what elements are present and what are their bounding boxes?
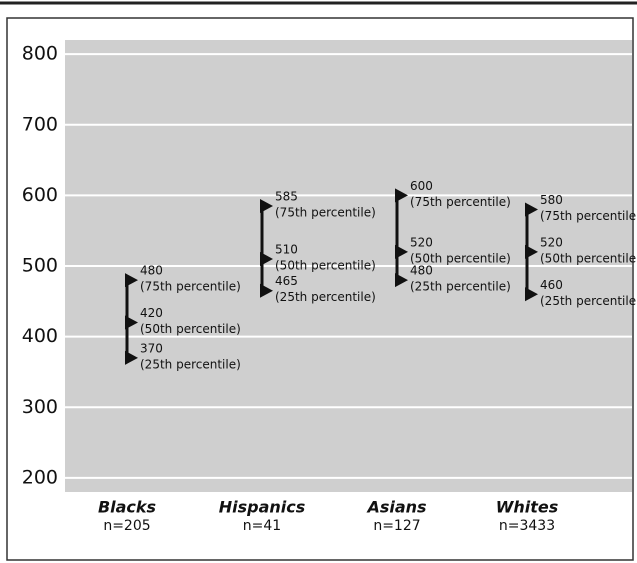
percentile-marker: [125, 315, 138, 330]
y-tick-label: 500: [22, 255, 58, 277]
value-label: 520: [540, 235, 563, 249]
percentile-marker: [395, 244, 408, 259]
percentile-label: (75th percentile): [140, 280, 241, 294]
frame: [6, 17, 634, 561]
y-tick-label: 400: [22, 325, 58, 347]
value-label: 580: [540, 193, 563, 207]
percentile-marker: [260, 283, 273, 298]
value-label: 460: [540, 278, 563, 292]
value-label: 480: [410, 264, 433, 278]
y-tick-label: 700: [22, 113, 58, 135]
category-label: Asians: [365, 498, 426, 517]
percentile-label: (50th percentile): [540, 251, 637, 265]
category-label: Blacks: [98, 498, 156, 517]
percentile-label: (75th percentile): [410, 195, 511, 209]
percentile-label: (25th percentile): [275, 290, 376, 304]
category-label: Hispanics: [219, 498, 306, 517]
percentile-label: (25th percentile): [140, 357, 241, 371]
percentile-label: (25th percentile): [540, 294, 637, 308]
category-note: n=3433: [499, 518, 555, 534]
value-label: 510: [275, 242, 298, 256]
percentile-label: (75th percentile): [540, 209, 637, 223]
y-tick-label: 200: [22, 466, 58, 488]
percentile-marker: [260, 198, 273, 213]
percentile-marker: [525, 202, 538, 217]
category-note: n=127: [373, 518, 420, 534]
percentile-marker: [125, 273, 138, 288]
percentile-label: (50th percentile): [410, 251, 511, 265]
category-note: n=205: [103, 518, 150, 534]
value-label: 480: [140, 264, 163, 278]
percentile-marker: [525, 287, 538, 302]
percentile-marker: [395, 188, 408, 203]
category-label: Whites: [496, 498, 559, 517]
y-tick-label: 800: [22, 43, 58, 65]
percentile-label: (50th percentile): [140, 322, 241, 336]
percentile-label: (75th percentile): [275, 205, 376, 219]
percentile-label: (50th percentile): [275, 258, 376, 272]
y-tick-label: 600: [22, 184, 58, 206]
value-label: 465: [275, 274, 298, 288]
value-label: 370: [140, 341, 163, 355]
percentile-marker: [260, 251, 273, 266]
percentile-marker: [125, 350, 138, 365]
y-tick-label: 300: [22, 396, 58, 418]
category-note: n=41: [243, 518, 281, 534]
percentile-marker: [525, 244, 538, 259]
value-label: 585: [275, 189, 298, 203]
percentile-marker: [395, 273, 408, 288]
value-label: 420: [140, 306, 163, 320]
value-label: 600: [410, 179, 433, 193]
percentile-label: (25th percentile): [410, 280, 511, 294]
value-label: 520: [410, 235, 433, 249]
